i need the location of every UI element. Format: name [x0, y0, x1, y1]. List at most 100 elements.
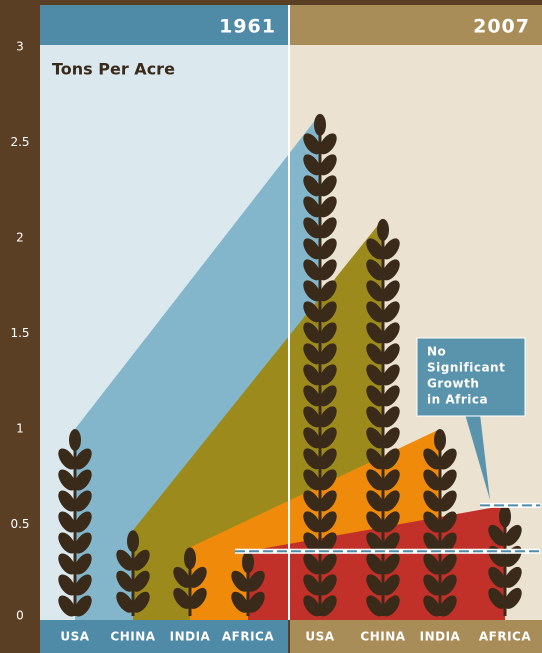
wheat-grain — [189, 566, 207, 588]
wheat-grain — [423, 448, 441, 470]
wheat-grain — [116, 549, 134, 571]
wheat-grain — [366, 238, 384, 260]
wheat-grain — [366, 364, 384, 386]
period-label: 1961 — [219, 16, 276, 38]
wheat-grain — [366, 385, 384, 407]
wheat-grain — [58, 553, 76, 575]
wheat-grain — [303, 259, 321, 281]
wheat-grain — [382, 469, 400, 491]
wheat-grain — [74, 553, 92, 575]
wheat-grain — [366, 448, 384, 470]
wheat-grain — [382, 364, 400, 386]
wheat-grain — [319, 196, 337, 218]
wheat-grain — [58, 511, 76, 533]
wheat-grain — [366, 301, 384, 323]
wheat-grain — [423, 469, 441, 491]
wheat-grain — [366, 532, 384, 554]
wheat-grain — [303, 238, 321, 260]
wheat-grain — [366, 406, 384, 428]
wheat-grain — [488, 524, 506, 546]
wheat-grain — [499, 505, 511, 528]
x-tick-label: AFRICA — [222, 630, 274, 644]
wheat-grain — [423, 553, 441, 575]
wheat-grain — [319, 280, 337, 302]
wheat-grain — [303, 532, 321, 554]
wheat-grain — [319, 259, 337, 281]
wheat-grain — [319, 448, 337, 470]
wheat-grain — [303, 301, 321, 323]
wheat-grain — [488, 587, 506, 609]
callout-box — [416, 337, 526, 417]
wheat-grain — [439, 532, 457, 554]
wheat-grain — [231, 570, 249, 592]
wheat-grain — [116, 570, 134, 592]
wheat-grain — [303, 343, 321, 365]
wheat-grain — [303, 133, 321, 155]
callout-pointer — [465, 414, 490, 500]
wheat-grain — [303, 406, 321, 428]
wheat-grain — [173, 566, 191, 588]
wheat-grain — [366, 511, 384, 533]
wheat-grain — [366, 553, 384, 575]
wheat-grain — [173, 587, 191, 609]
wheat-grain — [319, 511, 337, 533]
wheat-grain — [58, 490, 76, 512]
wheat-grain — [366, 469, 384, 491]
wheat-grain — [319, 427, 337, 449]
wheat-grain — [488, 566, 506, 588]
wheat-grain — [504, 524, 522, 546]
wheat-grain — [74, 469, 92, 491]
x-tick-label: AFRICA — [479, 630, 531, 644]
wheat — [488, 505, 522, 616]
wheat — [231, 551, 265, 616]
x-tick-label: CHINA — [360, 630, 405, 644]
wheat-grain — [382, 427, 400, 449]
wheat — [173, 547, 207, 616]
wheat-grain — [184, 547, 196, 570]
wheat-grain — [423, 532, 441, 554]
wheat-grain — [439, 511, 457, 533]
header-right — [290, 5, 542, 45]
y-axis-label: Tons Per Acre — [52, 60, 175, 79]
wheat-grain — [74, 448, 92, 470]
wheat-grain — [382, 406, 400, 428]
wheat-grain — [382, 322, 400, 344]
wheat-grain — [366, 490, 384, 512]
wheat-grain — [116, 591, 134, 613]
wheat-grain — [319, 574, 337, 596]
wheat-grain — [382, 574, 400, 596]
wheat-grain — [319, 154, 337, 176]
y-tick-label: 2.5 — [10, 135, 29, 149]
wheat-grain — [303, 574, 321, 596]
wheat-grain — [303, 196, 321, 218]
wheat-grain — [69, 429, 81, 451]
wheat-grain — [382, 595, 400, 617]
divider — [288, 5, 290, 620]
wheat-grain — [319, 532, 337, 554]
wheat-grain — [242, 551, 254, 574]
wheat-grain — [58, 532, 76, 554]
wheat-grain — [303, 217, 321, 239]
wheat-grain — [382, 238, 400, 260]
wheat-grain — [247, 570, 265, 592]
wheat-grain — [382, 490, 400, 512]
wheat-grain — [504, 587, 522, 609]
wheat-grain — [382, 511, 400, 533]
x-tick-label: CHINA — [110, 630, 155, 644]
wheat-grain — [382, 553, 400, 575]
header-left — [40, 5, 288, 45]
wheat-grain — [303, 364, 321, 386]
wheat-grain — [189, 587, 207, 609]
wheat-grain — [132, 591, 150, 613]
wheat-grain — [74, 511, 92, 533]
y-tick-label: 1.5 — [10, 326, 29, 340]
wheat-grain — [377, 218, 389, 241]
wheat-grain — [303, 385, 321, 407]
wheat-grain — [423, 595, 441, 617]
wheat-grain — [303, 448, 321, 470]
wheat-grain — [319, 385, 337, 407]
wheat-grain — [303, 154, 321, 176]
wheat-grain — [423, 490, 441, 512]
wheat-grain — [303, 280, 321, 302]
period-label: 2007 — [473, 16, 530, 38]
